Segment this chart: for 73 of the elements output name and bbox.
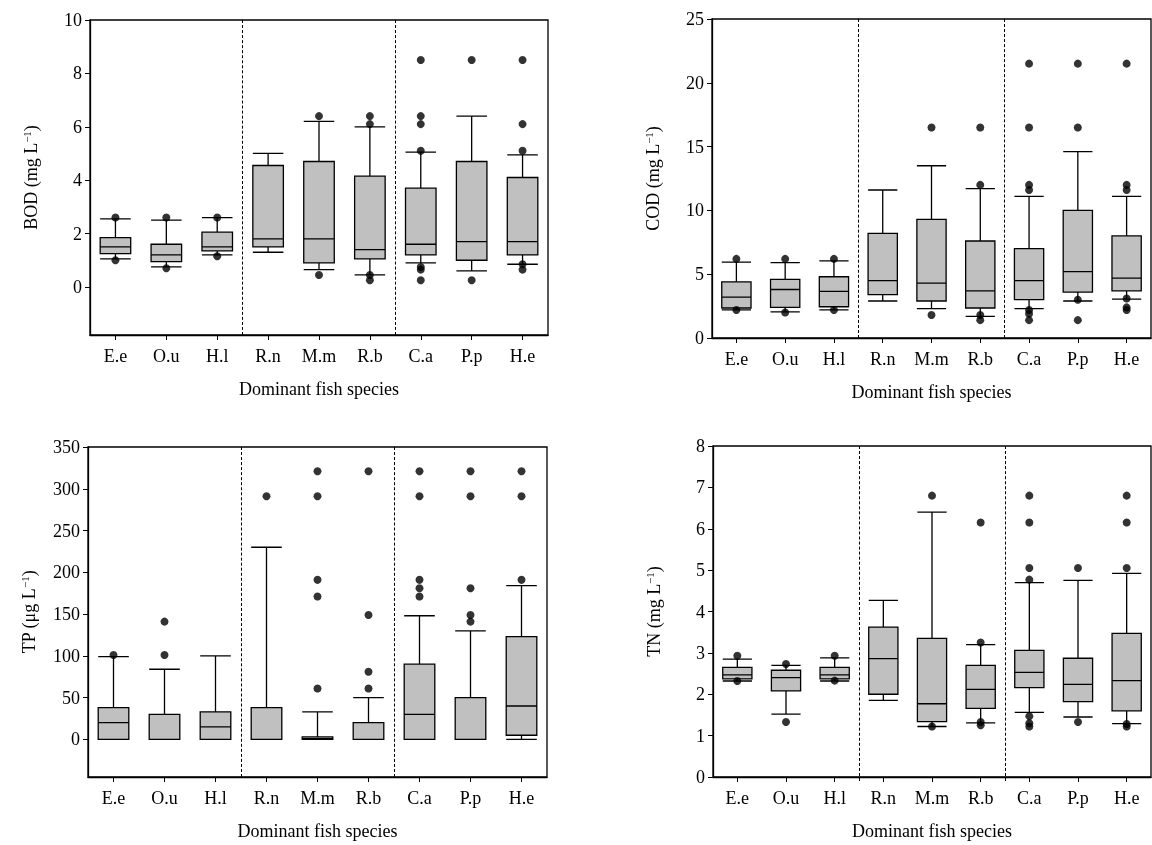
y-tick-label: 0 — [695, 328, 704, 348]
x-tick-label: H.e — [509, 346, 536, 366]
x-tick-label: M.m — [914, 349, 949, 369]
x-tick-label: O.u — [151, 788, 178, 808]
y-tick-label: 5 — [695, 264, 704, 285]
x-tick-label: H.l — [205, 346, 229, 366]
y-tick-label: 1 — [696, 725, 705, 746]
x-tick-label: H.l — [204, 788, 227, 808]
y-tick-label: 250 — [53, 520, 80, 541]
y-tick-label: 3 — [696, 642, 705, 663]
x-tick-label: C.a — [407, 788, 432, 808]
y-tick-label: 50 — [62, 687, 80, 708]
y-tick-label: 7 — [696, 477, 705, 498]
y-tick-label: 350 — [53, 437, 80, 457]
x-tick-label: P.p — [460, 346, 483, 366]
y-axis-title: COD (mg L−1) — [642, 126, 664, 231]
x-tick-label: C.a — [1016, 349, 1042, 369]
y-axis-title: TP (μg L−1) — [18, 570, 40, 654]
y-tick-label: 4 — [696, 601, 705, 622]
x-tick-label: R.n — [869, 349, 896, 369]
x-tick-label: R.b — [357, 346, 383, 366]
x-tick-label: R.n — [253, 788, 280, 808]
y-tick-label: 6 — [73, 116, 82, 137]
y-tick-label: 200 — [53, 562, 80, 583]
x-axis-title: Dominant fish species — [237, 821, 398, 841]
x-tick-label: R.b — [355, 788, 382, 808]
x-tick-label: O.u — [772, 788, 800, 808]
x-tick-label: C.a — [408, 346, 434, 366]
x-tick-label: R.n — [255, 346, 281, 366]
y-tick-label: 0 — [696, 767, 705, 787]
y-tick-label: 5 — [696, 560, 705, 581]
y-tick-label: 25 — [686, 9, 704, 29]
y-tick-label: 6 — [696, 518, 705, 539]
x-axis-title: Dominant fish species — [852, 821, 1012, 841]
y-tick-label: 10 — [64, 10, 82, 30]
y-axis-title: TN (mg L−1) — [643, 566, 665, 657]
y-tick-label: 15 — [686, 136, 704, 157]
y-tick-label: 150 — [53, 604, 80, 625]
x-axis-title: Dominant fish species — [851, 382, 1012, 402]
y-tick-label: 300 — [53, 478, 80, 499]
x-tick-label: R.b — [967, 788, 994, 808]
x-tick-label: R.b — [967, 349, 994, 369]
x-tick-label: P.p — [459, 788, 482, 808]
x-tick-label: P.p — [1067, 788, 1089, 808]
y-tick-label: 2 — [73, 223, 82, 244]
x-tick-label: E.e — [103, 346, 128, 366]
x-tick-label: H.e — [1113, 788, 1140, 808]
x-tick-label: O.u — [153, 346, 180, 366]
x-tick-label: R.n — [870, 788, 897, 808]
x-tick-label: C.a — [1017, 788, 1042, 808]
x-tick-label: H.l — [823, 788, 846, 808]
y-tick-label: 2 — [696, 684, 705, 705]
y-tick-label: 0 — [73, 276, 82, 297]
y-axis-title: BOD (mg L−1) — [20, 125, 42, 230]
x-axis-title: Dominant fish species — [239, 379, 399, 399]
x-tick-label: M.m — [301, 346, 337, 366]
x-tick-label: M.m — [914, 788, 950, 808]
y-tick-label: 0 — [71, 729, 80, 750]
y-tick-label: 10 — [686, 200, 704, 221]
x-tick-label: E.e — [101, 788, 126, 808]
x-tick-label: O.u — [771, 349, 799, 369]
y-tick-label: 100 — [53, 645, 80, 666]
x-tick-label: E.e — [724, 349, 749, 369]
x-tick-label: H.e — [508, 788, 535, 808]
y-tick-label: 4 — [73, 170, 82, 191]
y-tick-label: 8 — [73, 63, 82, 84]
y-tick-label: 20 — [686, 72, 704, 93]
x-tick-label: H.e — [1113, 349, 1140, 369]
x-tick-label: E.e — [725, 788, 750, 808]
y-tick-label: 8 — [696, 436, 705, 456]
x-tick-label: P.p — [1067, 349, 1089, 369]
x-tick-label: M.m — [300, 788, 335, 808]
x-tick-label: H.l — [822, 349, 846, 369]
